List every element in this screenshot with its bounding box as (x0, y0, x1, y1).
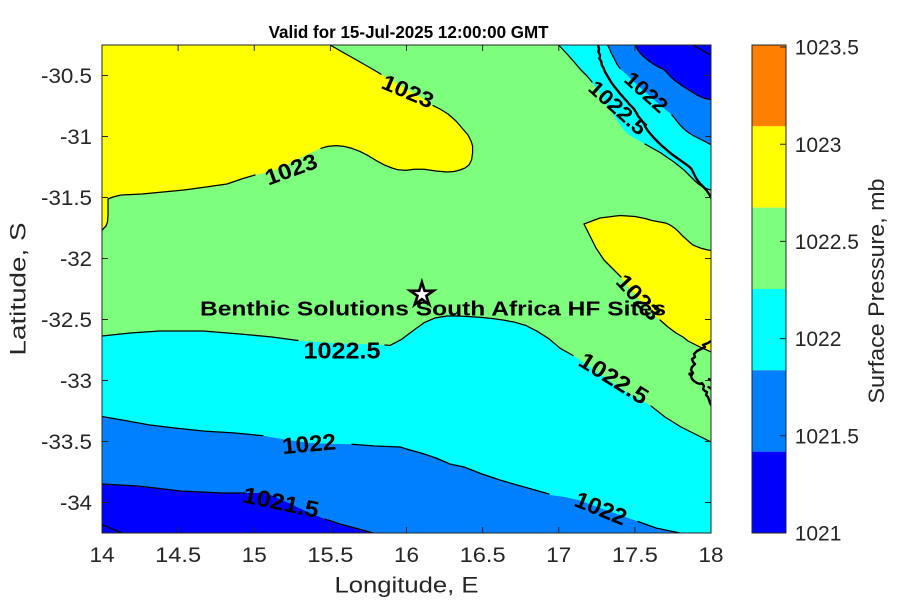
svg-text:18: 18 (699, 544, 724, 567)
svg-text:1023: 1023 (795, 134, 842, 157)
svg-text:16.5: 16.5 (460, 544, 506, 567)
svg-text:Valid for 15-Jul-2025 12:00:00: Valid for 15-Jul-2025 12:00:00 GMT (269, 22, 549, 42)
svg-text:15.5: 15.5 (307, 544, 353, 567)
svg-text:17: 17 (546, 544, 571, 567)
svg-text:-31.5: -31.5 (41, 187, 92, 210)
svg-text:1021.5: 1021.5 (795, 425, 859, 448)
svg-text:Benthic Solutions South Africa: Benthic Solutions South Africa HF Sites (200, 299, 666, 321)
svg-text:17.5: 17.5 (612, 544, 658, 567)
svg-text:1022.5: 1022.5 (795, 231, 859, 254)
svg-text:-31: -31 (60, 126, 92, 149)
svg-text:-30.5: -30.5 (41, 65, 92, 88)
svg-text:Latitude, S: Latitude, S (6, 223, 31, 356)
svg-text:1022: 1022 (795, 328, 842, 351)
svg-text:-32.5: -32.5 (41, 309, 92, 332)
svg-text:1022: 1022 (281, 428, 337, 459)
svg-text:15: 15 (242, 544, 267, 567)
svg-text:16: 16 (394, 544, 419, 567)
svg-text:-33.5: -33.5 (41, 431, 92, 454)
svg-text:-34: -34 (60, 492, 92, 515)
svg-text:1022.5: 1022.5 (304, 337, 381, 363)
svg-text:14.5: 14.5 (155, 544, 201, 567)
svg-text:1021: 1021 (795, 523, 842, 546)
svg-text:Longitude, E: Longitude, E (335, 573, 479, 598)
svg-text:1023.5: 1023.5 (795, 37, 859, 60)
svg-text:-32: -32 (60, 248, 92, 271)
svg-text:Surface Pressure, mb: Surface Pressure, mb (864, 179, 889, 404)
svg-text:-33: -33 (60, 370, 92, 393)
svg-text:14: 14 (90, 544, 115, 567)
